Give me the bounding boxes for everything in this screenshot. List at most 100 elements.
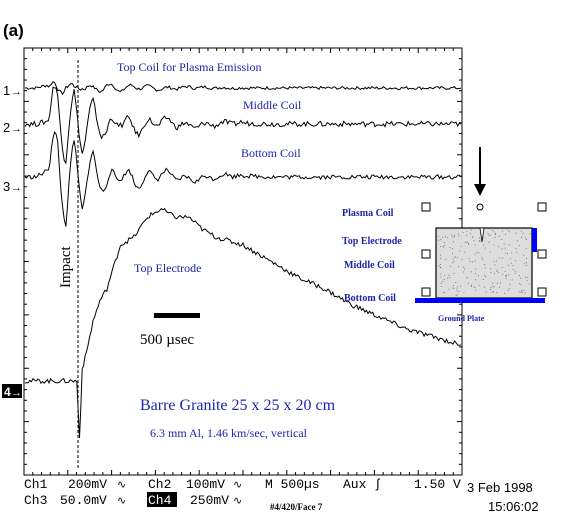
channel-marker-arrow-2: → — [11, 123, 22, 135]
trace-ch1 — [24, 81, 462, 96]
label-top-electrode: Top Electrode — [134, 261, 201, 275]
stipple-dot — [467, 243, 469, 245]
stipple-dot — [522, 232, 524, 234]
coil-box — [537, 287, 547, 297]
coil-box — [421, 287, 431, 297]
stipple-dot — [514, 270, 516, 272]
stipple-dot — [507, 264, 509, 266]
inset-top-electrode-bar — [532, 228, 537, 252]
stipple-dot — [444, 244, 446, 246]
stipple-dot — [454, 234, 456, 236]
stipple-dot — [490, 288, 491, 290]
stipple-dot — [453, 241, 454, 243]
stipple-dot — [521, 290, 523, 291]
stipple-dot — [496, 270, 498, 272]
stipple-dot — [475, 273, 477, 274]
inset-granite-block — [435, 227, 533, 299]
stipple-dot — [484, 267, 486, 269]
stipple-dot — [447, 277, 448, 279]
stipple-dot — [495, 233, 496, 235]
stipple-dot — [444, 274, 446, 276]
inset-label-ground-plate: Ground Plate — [438, 314, 485, 323]
stipple-dot — [442, 245, 444, 247]
stipple-dot — [525, 247, 527, 249]
stipple-dot — [518, 291, 520, 293]
stipple-dot — [523, 263, 525, 265]
stipple-dot — [448, 288, 450, 290]
readout-ch1-scale: 200mV — [68, 477, 107, 492]
stipple-dot — [525, 265, 527, 267]
stipple-dot — [491, 282, 493, 284]
stipple-dot — [515, 232, 517, 234]
scale-bar — [154, 313, 200, 318]
stipple-dot — [510, 258, 512, 260]
stipple-dot — [455, 294, 457, 296]
stipple-dot — [485, 276, 486, 277]
stipple-dot — [485, 291, 487, 293]
coil-box — [537, 202, 547, 212]
stipple-dot — [474, 287, 476, 289]
stipple-dot — [508, 288, 510, 290]
stipple-dot — [502, 273, 504, 275]
stipple-dot — [511, 279, 513, 281]
stipple-dot — [494, 264, 496, 266]
readout-ch4: Ch4 — [148, 493, 172, 508]
inset-projectile-dot — [476, 203, 484, 211]
stipple-dot — [482, 278, 484, 280]
stipple-dot — [470, 284, 472, 286]
stipple-dot — [449, 247, 451, 248]
stipple-dot — [444, 242, 445, 244]
inset-ground-plate — [415, 298, 545, 303]
stipple-dot — [493, 286, 495, 288]
stipple-dot — [452, 253, 454, 255]
stipple-dot — [523, 289, 525, 291]
stipple-dot — [468, 258, 470, 260]
stipple-dot — [440, 239, 442, 241]
stipple-dot — [464, 241, 466, 243]
stipple-dot — [515, 248, 517, 250]
readout-ch2-coupling: ∿ — [233, 480, 242, 492]
stipple-dot — [505, 278, 507, 279]
stipple-dot — [507, 253, 509, 254]
stipple-dot — [499, 257, 501, 259]
coil-box — [421, 202, 431, 212]
stipple-dot — [459, 250, 461, 252]
stipple-dot — [512, 265, 514, 267]
stipple-dot — [456, 290, 458, 292]
stipple-dot — [453, 272, 455, 274]
stipple-dot — [475, 289, 477, 291]
readout-ch3-coupling: ∿ — [117, 496, 126, 508]
stipple-dot — [458, 266, 459, 267]
stipple-dot — [484, 264, 486, 266]
stipple-dot — [526, 280, 528, 282]
inset-label-top-electrode: Top Electrode — [342, 236, 402, 247]
inset-label-bottom-coil: Bottom Coil — [344, 293, 396, 304]
label-middle-coil: Middle Coil — [243, 98, 302, 112]
stipple-dot — [458, 235, 460, 237]
channel-marker-arrow-1: → — [11, 86, 22, 98]
readout-ch4-coupling: ∿ — [233, 496, 242, 508]
stipple-dot — [498, 286, 500, 288]
stipple-dot — [523, 254, 525, 256]
stipple-dot — [501, 257, 503, 259]
stipple-dot — [520, 277, 522, 279]
stipple-dot — [443, 279, 445, 280]
readout-date: 3 Feb 1998 — [467, 480, 533, 495]
stipple-dot — [440, 285, 442, 287]
stipple-dot — [528, 283, 530, 285]
stipple-dot — [457, 294, 459, 296]
label-bottom-coil: Bottom Coil — [241, 146, 301, 160]
stipple-dot — [509, 283, 511, 285]
label-top-coil: Top Coil for Plasma Emission — [117, 60, 262, 74]
projectile-label: 6.3 mm Al, 1.46 km/sec, vertical — [150, 426, 308, 440]
stipple-dot — [516, 251, 518, 253]
stipple-dot — [493, 244, 495, 246]
stipple-dot — [520, 284, 522, 286]
stipple-dot — [482, 259, 484, 261]
readout-trigger-slope: ʃ — [374, 477, 382, 492]
trace-ch4 — [24, 207, 462, 439]
stipple-dot — [479, 239, 481, 241]
stipple-dot — [440, 264, 442, 265]
stipple-dot — [527, 277, 529, 279]
